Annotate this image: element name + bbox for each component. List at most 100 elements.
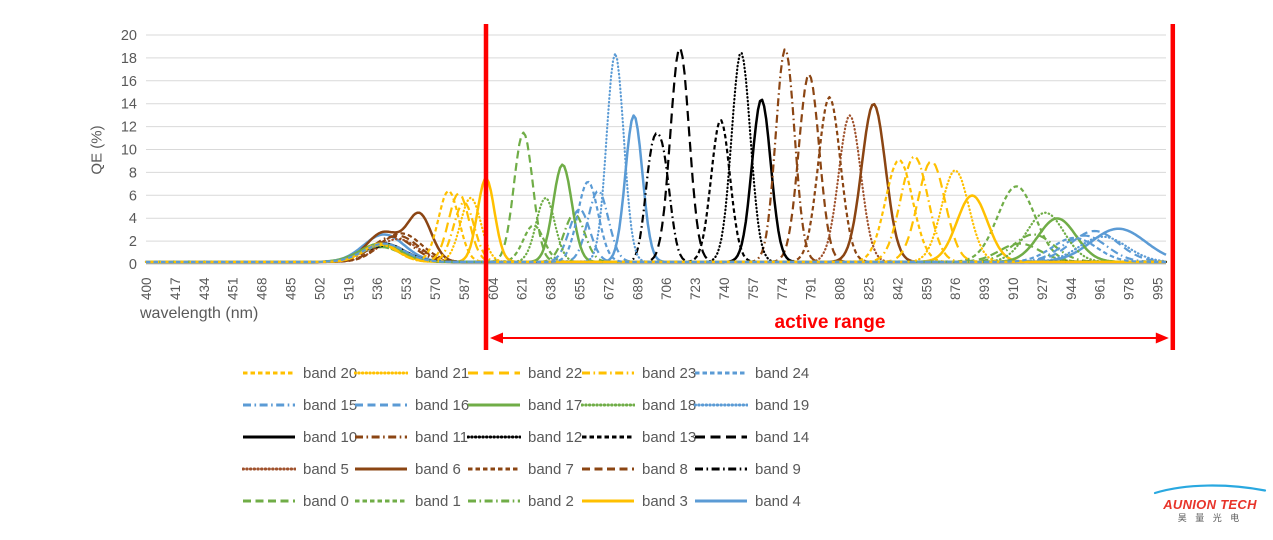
active-range-left-line [483, 24, 489, 350]
svg-text:468: 468 [255, 277, 270, 300]
curve-band-22 [146, 160, 1166, 263]
logo: AUNION TECH 昊 量 光 电 [1150, 482, 1270, 524]
legend-item-band-17: band 17 [467, 396, 583, 414]
svg-text:638: 638 [544, 277, 559, 300]
svg-text:16: 16 [121, 74, 137, 90]
legend-label: band 9 [755, 460, 801, 478]
legend-label: band 13 [642, 428, 697, 446]
legend-label: band 18 [642, 396, 697, 414]
legend-line-swatch [581, 403, 635, 407]
curve-band-5 [144, 114, 1168, 263]
legend-label: band 10 [303, 428, 358, 446]
legend-label: band 17 [528, 396, 583, 414]
curve-band-6 [146, 102, 1166, 264]
svg-text:536: 536 [370, 277, 385, 300]
svg-text:944: 944 [1064, 277, 1079, 300]
x-axis-title: wavelength (nm) [140, 305, 259, 322]
svg-text:825: 825 [862, 277, 877, 300]
legend-item-band-6: band 6 [354, 461, 467, 478]
legend-item-band-9: band 9 [694, 461, 807, 478]
legend-item-band-14: band 14 [694, 428, 810, 446]
legend-line-swatch [468, 467, 520, 471]
svg-text:8: 8 [129, 165, 137, 181]
curve-band-0 [146, 131, 1166, 263]
legend-line-swatch [694, 403, 748, 407]
svg-text:808: 808 [833, 277, 848, 300]
legend-label: band 22 [528, 364, 583, 382]
legend-line-swatch [243, 371, 295, 375]
legend-item-band-7: band 7 [467, 461, 581, 478]
active-range-right-line [1170, 24, 1176, 350]
legend-line-swatch [242, 467, 296, 471]
legend-item-band-2: band 2 [467, 493, 581, 510]
legend-label: band 24 [755, 364, 810, 382]
arrowhead-right [1155, 332, 1169, 344]
legend-line-swatch [582, 435, 634, 439]
svg-text:723: 723 [688, 277, 703, 300]
legend-label: band 2 [528, 492, 574, 510]
svg-text:2: 2 [129, 234, 137, 250]
legend-line-swatch [355, 467, 407, 471]
x-tick-labels: 400 417 434 451 468 485 502 519 536 553 570 587 604 6… [139, 277, 1166, 300]
logo-swoosh-icon [1153, 484, 1267, 495]
svg-text:14: 14 [121, 97, 137, 113]
legend-item-band-12: band 12 [467, 428, 583, 446]
legend-line-swatch [468, 403, 520, 407]
legend-label: band 19 [755, 396, 810, 414]
legend-line-swatch [582, 467, 634, 471]
legend-item-band-15: band 15 [242, 397, 357, 414]
legend-line-swatch [243, 403, 295, 407]
legend-item-band-4: band 4 [694, 493, 807, 510]
legend-item-band-3: band 3 [581, 493, 694, 510]
legend-item-band-24: band 24 [694, 364, 810, 382]
svg-text:706: 706 [659, 277, 674, 300]
svg-text:485: 485 [284, 277, 299, 300]
legend-line-swatch [243, 499, 295, 503]
legend-line-swatch [582, 371, 634, 375]
legend-label: band 16 [415, 396, 470, 414]
legend-label: band 5 [303, 460, 349, 478]
y-axis-title: QE (%) [88, 125, 106, 175]
svg-text:6: 6 [129, 188, 137, 204]
legend-item-band-23: band 23 [581, 365, 696, 382]
svg-text:876: 876 [948, 277, 963, 300]
svg-text:859: 859 [919, 277, 934, 300]
active-range-label: active range [774, 312, 886, 333]
legend-item-band-11: band 11 [354, 429, 468, 446]
svg-text:910: 910 [1006, 277, 1021, 300]
legend-label: band 3 [642, 492, 688, 510]
curve-band-4 [146, 114, 1167, 264]
svg-text:893: 893 [977, 277, 992, 300]
svg-text:689: 689 [630, 277, 645, 300]
svg-text:417: 417 [168, 277, 183, 300]
arrowhead-left [490, 332, 503, 344]
svg-text:672: 672 [601, 277, 616, 300]
legend-label: band 1 [415, 492, 461, 510]
curve-band-9 [146, 132, 1166, 263]
qe-curves [144, 47, 1168, 264]
legend-row: band 15 band 16 band 17 band 18 band 19 [242, 389, 810, 421]
legend-line-swatch [243, 435, 295, 439]
legend-label: band 8 [642, 460, 688, 478]
svg-text:0: 0 [129, 257, 137, 273]
curve-band-7 [146, 96, 1166, 263]
legend-label: band 6 [415, 460, 461, 478]
legend-item-band-1: band 1 [354, 493, 467, 510]
legend-line-swatch [695, 467, 747, 471]
curve-band-24 [146, 180, 1166, 263]
legend-item-band-0: band 0 [242, 493, 354, 510]
svg-text:570: 570 [428, 277, 443, 300]
curve-band-3 [146, 177, 1166, 264]
svg-text:502: 502 [312, 277, 327, 300]
logo-brand: AUNION TECH [1163, 496, 1257, 512]
svg-text:553: 553 [399, 277, 414, 300]
legend-label: band 21 [415, 364, 470, 382]
legend-item-band-22: band 22 [467, 364, 583, 382]
legend-label: band 14 [755, 428, 810, 446]
legend-line-swatch [467, 435, 521, 439]
legend-item-band-13: band 13 [581, 428, 697, 446]
legend-item-band-8: band 8 [581, 461, 694, 478]
legend-label: band 12 [528, 428, 583, 446]
legend-label: band 0 [303, 492, 349, 510]
